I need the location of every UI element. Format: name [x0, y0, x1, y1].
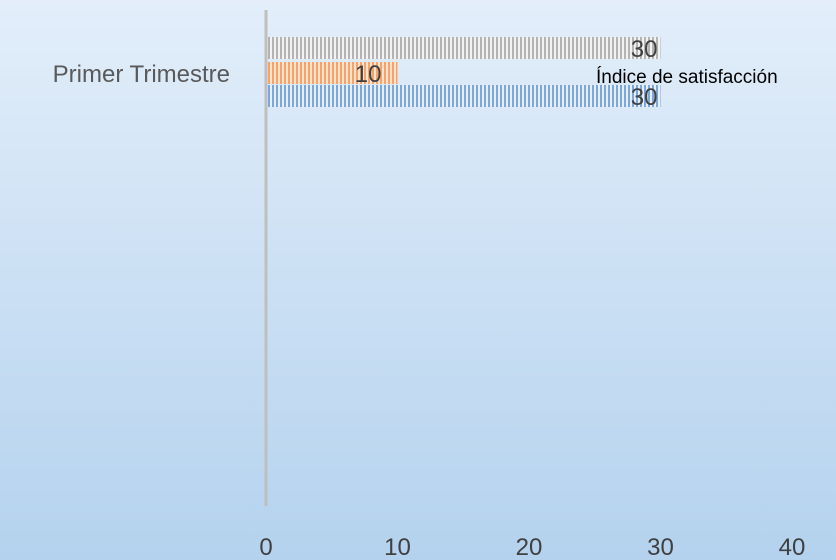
- data-labels-group: 30 10 30: [355, 36, 658, 111]
- data-label-series-1: 30: [631, 84, 658, 111]
- x-tick-label: 20: [516, 534, 543, 560]
- x-tick-label: 30: [647, 534, 674, 560]
- bars-group: [266, 37, 661, 107]
- annotation-label: Índice de satisfacción: [596, 67, 778, 88]
- bar-series-1: [266, 85, 661, 107]
- data-label-series-2: 10: [355, 61, 382, 88]
- x-tick-labels-group: 0 10 20 30 40: [259, 534, 805, 560]
- bar-series-2: [266, 62, 398, 84]
- bar-series-3: [266, 37, 661, 59]
- x-tick-label: 0: [259, 534, 272, 560]
- category-label: Primer Trimestre: [53, 61, 230, 88]
- x-tick-label: 40: [779, 534, 806, 560]
- data-label-series-3: 30: [631, 36, 658, 63]
- x-tick-label: 10: [384, 534, 411, 560]
